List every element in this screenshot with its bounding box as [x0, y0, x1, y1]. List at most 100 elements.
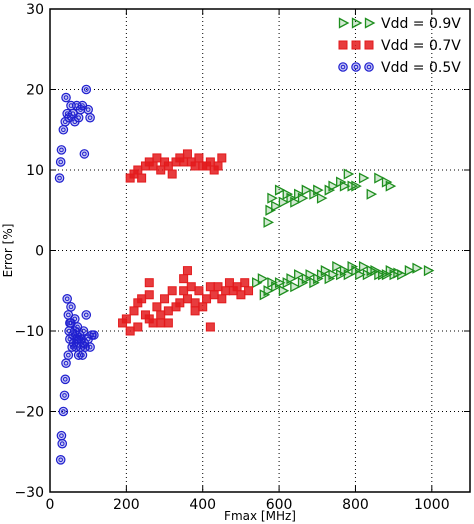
x-tick-label: 1000: [414, 497, 450, 513]
data-point: [290, 281, 301, 293]
data-point: [271, 200, 282, 212]
legend-item: Vdd = 0.5V: [338, 60, 461, 76]
data-point: [56, 430, 67, 441]
data-point: [62, 293, 72, 304]
data-point: [65, 318, 75, 328]
x-axis-label: Fmax [MHz]: [224, 509, 296, 523]
data-point: [163, 306, 173, 316]
data-point: [56, 145, 67, 155]
x-tick-label: 200: [113, 497, 140, 513]
legend-label: Vdd = 0.5V: [381, 60, 461, 76]
data-point: [156, 318, 166, 328]
data-point: [412, 262, 423, 274]
data-point: [236, 290, 246, 300]
data-point: [397, 269, 408, 281]
data-point: [61, 358, 71, 368]
data-point: [55, 454, 66, 465]
data-point: [190, 161, 200, 171]
data-point: [182, 266, 192, 276]
data-point: [58, 124, 69, 135]
data-point: [163, 161, 173, 171]
legend-label: Vdd = 0.7V: [381, 38, 461, 54]
data-point: [59, 390, 70, 401]
y-tick-label: 30: [26, 2, 44, 18]
data-point: [152, 153, 162, 163]
data-point: [73, 350, 84, 360]
data-point: [78, 326, 89, 336]
data-point: [328, 180, 339, 192]
data-point: [224, 278, 234, 288]
data-point: [61, 92, 71, 103]
data-point: [198, 302, 208, 312]
data-point: [85, 342, 95, 352]
y-tick-label: −20: [14, 405, 44, 421]
data-point: [263, 285, 275, 297]
legend-item: Vdd = 0.9V: [338, 16, 461, 32]
data-point: [156, 165, 166, 175]
y-tick-label: 0: [35, 244, 44, 260]
data-point: [297, 192, 309, 204]
data-point: [194, 286, 204, 296]
data-point: [263, 216, 275, 228]
data-point: [179, 274, 189, 284]
data-point: [278, 196, 290, 208]
legend-marker: [351, 17, 363, 29]
data-point: [202, 294, 212, 304]
data-point: [167, 169, 177, 179]
legend-marker: [351, 62, 361, 72]
data-point: [186, 282, 196, 292]
legend-marker: [351, 40, 361, 50]
data-point: [209, 290, 219, 300]
data-point: [343, 269, 355, 281]
data-point: [339, 180, 351, 192]
grid-lines: [50, 9, 470, 492]
data-point: [179, 157, 189, 167]
x-tick-label: 600: [266, 497, 293, 513]
legend-marker: [364, 62, 374, 72]
axis-ticks: 0 200 400 600 800 1000 −30 −20 −10 0 10 20 30: [14, 2, 470, 513]
data-point: [385, 180, 397, 192]
data-point: [232, 282, 242, 292]
data-point: [152, 302, 162, 312]
data-point: [137, 173, 147, 183]
data-point: [144, 314, 154, 324]
data-point: [190, 298, 200, 308]
data-point: [358, 172, 370, 184]
x-tick-label: 0: [46, 497, 55, 513]
data-point: [55, 157, 66, 167]
data-point: [274, 277, 286, 289]
data-point: [290, 196, 301, 208]
data-point: [301, 184, 313, 196]
data-point: [320, 265, 332, 277]
data-point: [274, 184, 286, 196]
legend-marker: [364, 40, 374, 50]
series-triangle-right: [252, 168, 435, 301]
data-point: [404, 265, 416, 277]
data-point: [205, 282, 215, 292]
data-point: [57, 438, 68, 449]
data-point: [355, 269, 366, 281]
y-tick-label: −30: [14, 485, 44, 501]
data-point: [73, 112, 84, 123]
data-point: [66, 302, 76, 312]
data-point: [316, 192, 328, 204]
data-point: [265, 204, 276, 216]
data-point: [351, 180, 362, 192]
data-point: [205, 157, 215, 167]
data-point: [144, 290, 154, 300]
data-point: [179, 286, 189, 296]
legend-marker: [338, 17, 350, 29]
data-point: [156, 310, 166, 320]
data-point: [190, 306, 200, 316]
data-point: [79, 149, 90, 159]
data-point: [133, 322, 143, 332]
legend-item: Vdd = 0.7V: [338, 38, 461, 54]
data-point: [286, 273, 297, 285]
y-tick-label: 20: [26, 83, 44, 99]
data-point: [332, 261, 343, 273]
data-point: [252, 277, 263, 289]
data-point: [83, 104, 93, 115]
x-tick-label: 800: [342, 497, 369, 513]
data-point: [194, 153, 204, 163]
